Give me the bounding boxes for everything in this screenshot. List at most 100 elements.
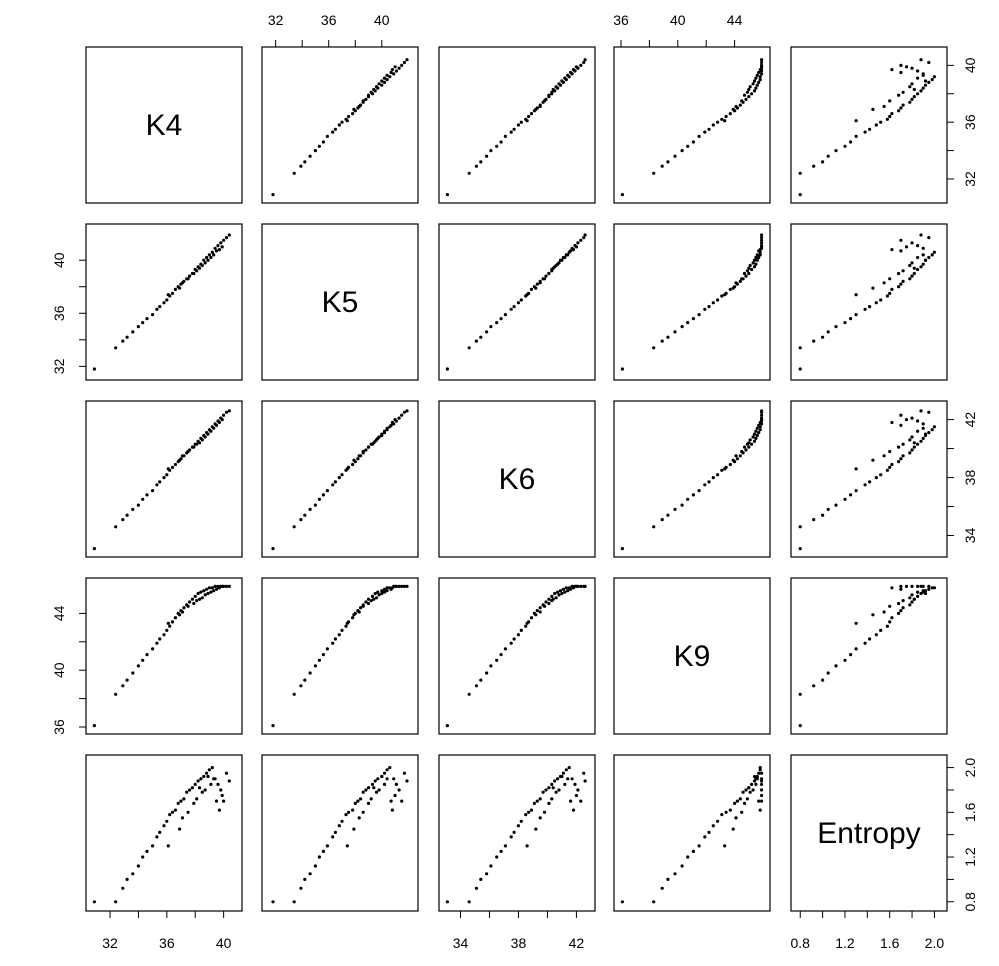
data-point xyxy=(579,584,583,589)
data-point xyxy=(916,590,920,594)
data-point xyxy=(155,307,159,311)
data-point xyxy=(479,160,483,164)
data-point xyxy=(200,263,204,268)
data-point xyxy=(927,431,931,435)
data-point xyxy=(364,448,368,452)
data-point xyxy=(364,600,368,604)
data-point xyxy=(207,586,211,590)
data-point xyxy=(195,442,199,446)
data-point xyxy=(910,435,914,439)
data-point xyxy=(680,325,684,329)
data-point xyxy=(686,321,690,325)
data-point xyxy=(321,493,325,497)
data-point xyxy=(874,476,878,480)
data-point xyxy=(910,82,914,86)
data-point xyxy=(901,599,905,603)
data-point xyxy=(190,786,194,790)
data-point xyxy=(214,587,219,591)
panel-frame xyxy=(85,46,243,204)
data-point xyxy=(720,468,724,472)
data-point xyxy=(308,507,312,511)
data-point xyxy=(535,799,539,803)
data-point xyxy=(527,810,531,814)
data-point xyxy=(206,774,210,779)
panel-entropy-vs-k9 xyxy=(613,754,771,912)
data-point xyxy=(292,525,296,529)
data-point xyxy=(744,788,748,792)
data-point xyxy=(680,149,684,153)
data-point xyxy=(192,801,196,806)
data-point xyxy=(723,119,727,123)
tick-label: 1.6 xyxy=(962,802,978,822)
data-point xyxy=(660,164,664,168)
data-point xyxy=(901,90,905,94)
data-point xyxy=(356,457,360,461)
data-point xyxy=(554,596,558,600)
data-point xyxy=(921,253,925,257)
data-point xyxy=(908,100,912,104)
data-point xyxy=(357,816,361,820)
panel-frame xyxy=(613,46,771,204)
data-point xyxy=(222,799,226,803)
data-point xyxy=(734,104,738,109)
data-point xyxy=(723,293,727,297)
data-point xyxy=(868,127,872,131)
data-point xyxy=(308,872,312,876)
data-point xyxy=(347,810,351,814)
data-point xyxy=(579,63,583,67)
data-point xyxy=(932,586,937,590)
data-point xyxy=(345,467,349,471)
data-point xyxy=(697,489,701,493)
data-point xyxy=(916,76,920,80)
data-point xyxy=(927,587,931,591)
data-point xyxy=(758,766,762,770)
data-point xyxy=(557,788,561,792)
data-point xyxy=(752,439,757,443)
data-point xyxy=(652,346,656,350)
data-point xyxy=(888,620,892,624)
data-point xyxy=(757,423,761,427)
data-point xyxy=(901,269,905,273)
data-point xyxy=(158,305,162,309)
data-point xyxy=(136,864,140,868)
data-point xyxy=(405,409,409,413)
data-point xyxy=(899,423,903,427)
data-point xyxy=(145,653,149,657)
data-point xyxy=(361,604,365,608)
data-point xyxy=(352,827,356,831)
data-point xyxy=(930,586,934,590)
panel-entropy-vs-entropy: Entropy xyxy=(790,754,948,912)
data-point xyxy=(141,497,145,501)
data-point xyxy=(209,429,213,433)
data-point xyxy=(921,426,925,430)
data-point xyxy=(529,112,534,116)
data-point xyxy=(660,518,664,522)
data-point xyxy=(758,428,762,432)
data-point xyxy=(162,476,166,480)
data-point xyxy=(734,816,738,820)
data-point xyxy=(308,671,312,675)
data-point xyxy=(467,171,471,175)
data-point xyxy=(798,367,802,371)
data-point xyxy=(499,140,503,144)
data-point xyxy=(388,75,392,79)
data-point xyxy=(114,692,118,696)
data-point xyxy=(923,432,928,436)
data-point xyxy=(745,797,750,801)
data-point xyxy=(569,799,573,803)
data-point xyxy=(200,438,204,442)
data-point xyxy=(916,92,920,96)
data-point xyxy=(180,610,185,614)
data-point xyxy=(747,266,751,270)
data-point xyxy=(561,587,566,591)
data-point xyxy=(325,844,329,848)
data-point xyxy=(666,513,670,517)
data-point xyxy=(376,590,380,594)
data-point xyxy=(550,797,554,801)
data-point xyxy=(197,441,202,445)
data-point xyxy=(337,476,341,480)
data-point xyxy=(757,431,761,435)
variable-label-k9: K9 xyxy=(674,640,711,673)
data-point xyxy=(666,160,670,164)
